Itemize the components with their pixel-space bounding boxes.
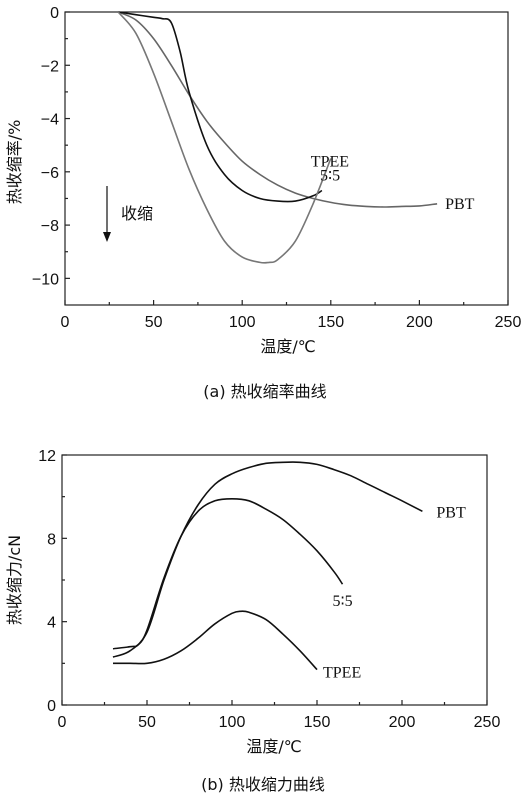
x-tick-label: 50 [145,314,163,331]
series-line-TPEE [113,610,318,671]
caption-a: (a) 热收缩率曲线 [203,382,326,401]
x-tick-label: 200 [389,714,416,731]
series-label: PBT [436,504,466,521]
x-axis-label-a: 温度/℃ [260,337,315,356]
series-label: TPEE [311,154,349,171]
x-tick-label: 250 [474,714,501,731]
tick-labels-a: 0 50 100 150 200 250 0 −2 −4 −6 −8 −10 [32,5,522,331]
x-tick-label: 0 [58,714,67,731]
y-tick-label: 8 [47,531,56,548]
y-axis-label-a: 热收缩率/% [5,120,24,205]
series-label: PBT [445,196,475,213]
series-line-PBT [112,461,423,658]
tick-marks-a [64,11,509,305]
shrinkage-force-chart: 0 50 100 150 200 250 0 4 8 12 PBT 5∶5 TPEE 温度/℃ 热收缩… [5,448,500,794]
y-tick-label: −2 [41,58,59,75]
y-tick-label: 12 [38,448,56,465]
y-axis-label-b: 热收缩力/cN [5,535,24,625]
y-tick-label: −10 [32,271,59,288]
plot-frame-b [61,454,488,706]
series-group-a [117,11,438,264]
series-label: TPEE [323,665,361,682]
x-tick-label: 100 [219,714,246,731]
x-tick-label: 100 [229,314,256,331]
y-tick-label: −6 [41,165,59,182]
x-axis-label-b: 温度/℃ [246,737,301,756]
series-label: 5∶5 [333,593,353,610]
y-tick-label: 0 [50,5,59,22]
tick-marks-b [61,454,488,706]
x-tick-label: 200 [406,314,433,331]
series-group-b [112,461,423,671]
series-label: 5∶5 [320,167,340,184]
series-line-PBT [117,11,438,208]
y-tick-label: −8 [41,218,59,235]
x-tick-label: 150 [317,314,344,331]
tick-labels-b: 0 50 100 150 200 250 0 4 8 12 [38,448,500,731]
series-line-TPEE [117,11,332,264]
x-tick-label: 0 [61,314,70,331]
down-arrow-icon [103,232,111,242]
series-labels-b: PBT 5∶5 TPEE [323,504,466,681]
series-line-5∶5 [118,11,323,203]
y-tick-label: 4 [47,615,56,632]
series-line-5∶5 [112,497,344,650]
x-tick-label: 250 [495,314,522,331]
caption-b: (b) 热收缩力曲线 [201,775,325,794]
x-tick-label: 50 [138,714,156,731]
y-tick-label: −4 [41,112,59,129]
y-tick-label: 0 [47,698,56,715]
shrink-direction-annotation: 收缩 [103,186,153,242]
shrink-annotation-label: 收缩 [121,204,153,223]
plot-frame-a [64,11,509,306]
x-tick-label: 150 [304,714,331,731]
